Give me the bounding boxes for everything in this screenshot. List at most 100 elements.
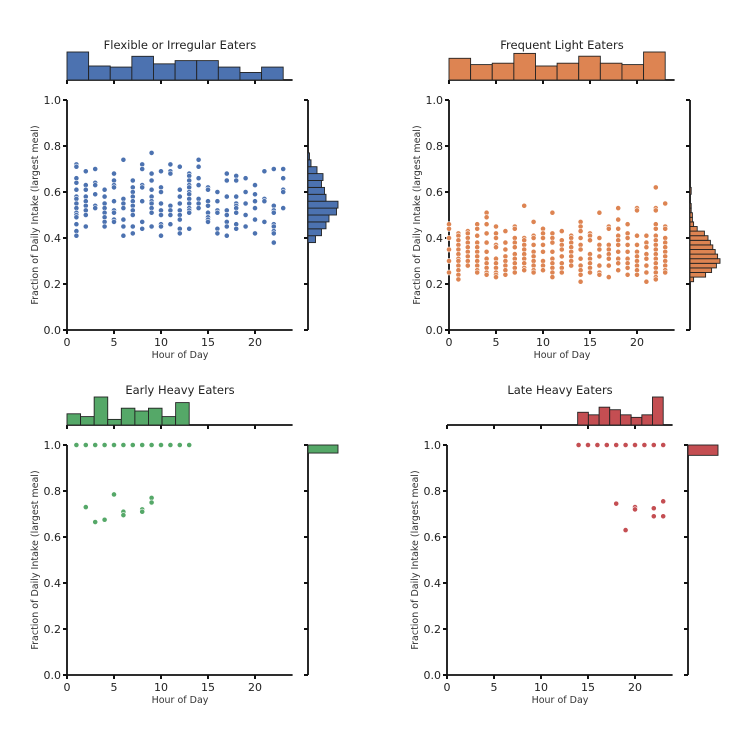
- marginal-y-hist-bar: [307, 221, 327, 230]
- scatter-point: [270, 230, 277, 237]
- marginal-y-hist-bar: [689, 226, 698, 232]
- scatter-point: [176, 163, 183, 170]
- scatter-point: [82, 168, 89, 175]
- scatter-point: [652, 184, 659, 191]
- scatter-point: [223, 212, 230, 218]
- chart-title: Early Heavy Eaters: [125, 383, 234, 397]
- scatter-point: [214, 189, 221, 195]
- scatter-point: [92, 205, 99, 211]
- scatter-point: [596, 209, 603, 216]
- scatter-point: [158, 189, 164, 195]
- scatter-point: [483, 239, 490, 246]
- scatter-point: [186, 209, 193, 216]
- marginal-y-hist-bar: [689, 203, 692, 209]
- scatter-point: [158, 200, 164, 207]
- marginal-x-hist-bar: [153, 63, 176, 81]
- scatter-point: [596, 253, 603, 260]
- scatter-point: [596, 271, 603, 278]
- scatter-point: [624, 264, 631, 271]
- x-tick-label: 15: [583, 336, 597, 349]
- scatter-point: [252, 216, 258, 223]
- scatter-point: [493, 244, 499, 251]
- scatter-point: [139, 166, 146, 172]
- scatter-point: [280, 166, 287, 172]
- marginal-y-hist-bar: [687, 444, 719, 456]
- scatter-point: [511, 225, 518, 232]
- x-tick-label: 20: [628, 681, 642, 694]
- scatter-point: [280, 205, 287, 211]
- panel-3: Early Heavy Eaters 0 5 10 15 20 0.0 0.2 0.4 0.6 0.…: [30, 383, 339, 706]
- marginal-y-hist-bar: [689, 216, 693, 223]
- scatter-point: [652, 276, 659, 283]
- scatter-point: [530, 269, 537, 276]
- scatter-point: [176, 186, 183, 193]
- scatter-point: [129, 230, 136, 237]
- scatter-point: [158, 232, 164, 239]
- scatter-point: [615, 248, 622, 255]
- scatter-point: [587, 237, 593, 244]
- scatter-point: [577, 246, 584, 253]
- scatter-point: [148, 149, 155, 156]
- x-tick-label: 10: [536, 336, 550, 349]
- scatter-point: [242, 189, 249, 195]
- scatter-point: [148, 177, 155, 184]
- marginal-x-hist-bar: [120, 407, 136, 426]
- scatter-point: [148, 499, 155, 506]
- scatter-point: [205, 186, 211, 193]
- marginal-x-hist-bar: [261, 66, 284, 81]
- scatter-point: [129, 177, 136, 184]
- marginal-y-hist-bar: [307, 152, 310, 161]
- scatter-point: [73, 232, 80, 239]
- scatter-point: [549, 209, 556, 216]
- scatter-point: [176, 216, 183, 223]
- y-tick-label: 0.8: [424, 485, 442, 498]
- scatter-point: [92, 182, 99, 188]
- marginal-y-hist-bar: [307, 186, 325, 195]
- scatter-point: [483, 221, 490, 228]
- scatter-point: [624, 248, 631, 255]
- marginal-x-hist-bar: [643, 51, 666, 81]
- marginal-y-hist-bar: [689, 207, 692, 214]
- x-tick-label: 0: [64, 681, 71, 694]
- marginal-y-hist-bar: [689, 262, 717, 269]
- scatter-point: [139, 225, 146, 232]
- x-tick-label: 5: [111, 681, 118, 694]
- marginal-x-hist-bar: [619, 414, 632, 426]
- scatter-point: [167, 161, 174, 168]
- marginal-x-hist-bar: [148, 407, 163, 426]
- x-axis-label: Hour of Day: [534, 350, 591, 361]
- marginal-y-hist-bar: [307, 228, 322, 237]
- scatter-point: [73, 221, 80, 228]
- scatter-point: [223, 223, 230, 230]
- marginal-y-hist-bar: [307, 166, 318, 175]
- marginal-y-hist-bar: [307, 193, 327, 202]
- x-tick-label: 15: [201, 681, 215, 694]
- scatter-point: [111, 170, 117, 177]
- marginal-x-hist-bar: [66, 413, 82, 426]
- scatter-point: [101, 223, 108, 230]
- scatter-point: [624, 221, 631, 228]
- scatter-point: [148, 223, 155, 230]
- scatter-point: [214, 230, 221, 237]
- scatter-point: [167, 212, 174, 218]
- marginal-y-hist-bar: [689, 239, 711, 246]
- scatter-point: [270, 166, 277, 172]
- marginal-y-hist-bar: [689, 258, 721, 264]
- y-tick-label: 0.6: [426, 186, 444, 199]
- scatter-point: [111, 218, 117, 225]
- scatter-point: [603, 442, 610, 448]
- marginal-x-hist-bar: [598, 406, 611, 426]
- marginal-x-hist-bar: [107, 418, 122, 426]
- scatter-point: [624, 235, 631, 241]
- scatter-point: [446, 269, 452, 276]
- y-tick-label: 0.0: [44, 324, 62, 337]
- scatter-point: [615, 225, 622, 232]
- y-tick-label: 0.6: [424, 531, 442, 544]
- scatter-point: [558, 228, 565, 234]
- scatter-point: [662, 225, 669, 232]
- scatter-point: [650, 442, 657, 448]
- scatter-point: [195, 182, 202, 188]
- x-tick-label: 10: [534, 681, 548, 694]
- scatter-point: [464, 262, 471, 269]
- marginal-x-hist-bar: [174, 60, 198, 81]
